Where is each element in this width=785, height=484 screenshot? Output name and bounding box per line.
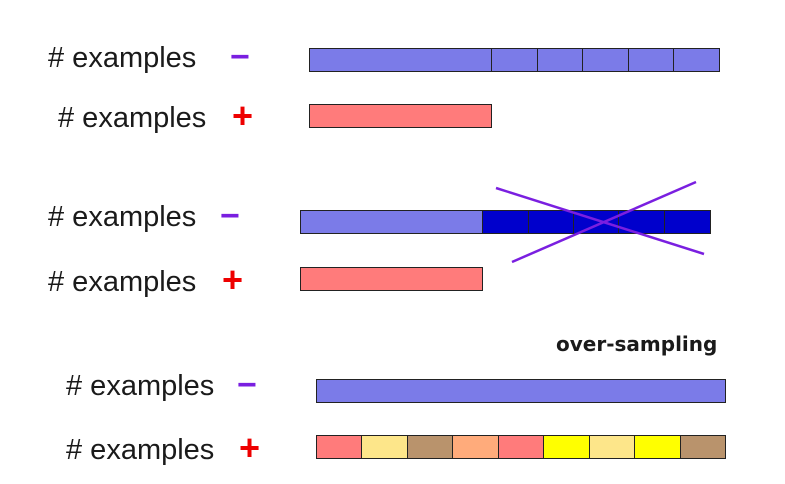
removed-bar-segment — [618, 210, 665, 234]
plus-sign-icon: + — [239, 427, 261, 468]
oversampled-segment — [634, 435, 681, 459]
oversampled-positive-examples-bar — [316, 435, 726, 459]
positive-examples-label: # examples — [48, 266, 197, 298]
negative-examples-bar — [316, 379, 726, 403]
negative-examples-label: # examples — [48, 42, 197, 74]
bar-segment — [491, 48, 538, 72]
oversampling-heading: over-sampling — [556, 332, 718, 356]
plus-sign-icon: + — [232, 95, 254, 136]
oversampled-segment — [589, 435, 635, 459]
oversampled-segment — [407, 435, 453, 459]
oversampled-segment — [680, 435, 726, 459]
minus-sign-icon: − — [220, 197, 240, 235]
oversampled-segment — [316, 435, 362, 459]
oversampled-segment — [543, 435, 590, 459]
positive-examples-bar — [300, 267, 483, 291]
positive-examples-bar — [309, 104, 492, 128]
negative-examples-label: # examples — [48, 201, 197, 233]
negative-examples-label: # examples — [66, 370, 215, 402]
removed-negative-examples-bar — [482, 210, 711, 234]
minus-sign-icon: − — [237, 366, 257, 404]
minus-sign-icon: − — [230, 38, 250, 76]
bar-segment — [628, 48, 674, 72]
oversampled-segment — [452, 435, 499, 459]
kept-negative-examples-bar — [300, 210, 483, 234]
plus-sign-icon: + — [222, 259, 244, 300]
bar-segment — [582, 48, 629, 72]
positive-examples-label: # examples — [58, 102, 207, 134]
removed-bar-segment — [573, 210, 619, 234]
bar-segment — [673, 48, 720, 72]
bar-segment — [537, 48, 583, 72]
oversampled-segment — [498, 435, 544, 459]
oversampled-segment — [361, 435, 408, 459]
removed-bar-segment — [664, 210, 711, 234]
negative-examples-bar — [309, 48, 720, 72]
removed-bar-segment — [528, 210, 574, 234]
positive-examples-label: # examples — [66, 434, 215, 466]
